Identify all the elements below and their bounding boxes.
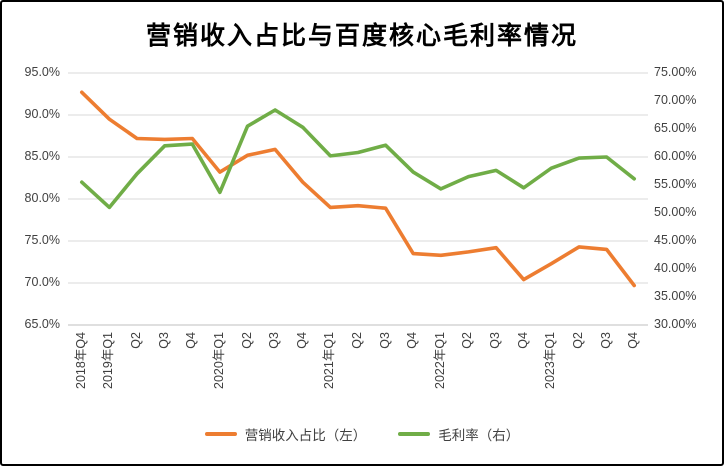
x-axis-label: Q2 xyxy=(350,332,364,349)
x-axis-label: Q3 xyxy=(488,332,503,349)
left-axis-tick: 95.0% xyxy=(24,65,60,79)
x-axis-label: Q4 xyxy=(515,332,530,349)
right-axis-tick: 30.00% xyxy=(654,317,697,331)
left-axis-tick: 70.0% xyxy=(24,275,60,289)
legend-line-swatch-orange xyxy=(204,432,237,436)
right-axis-tick: 60.00% xyxy=(654,149,697,163)
x-axis-label: 2018年Q4 xyxy=(73,332,88,389)
right-axis-tick: 35.00% xyxy=(654,289,697,303)
right-axis-tick: 55.00% xyxy=(654,177,697,191)
x-axis-label: Q3 xyxy=(377,332,392,349)
left-axis-tick: 85.0% xyxy=(24,149,60,163)
legend-label-gross-margin: 毛利率（右） xyxy=(438,428,520,443)
legend-item-gross-margin: 毛利率（右） xyxy=(398,424,519,444)
x-axis-label: 2022年Q1 xyxy=(432,332,447,389)
x-axis-label: Q3 xyxy=(267,332,282,349)
legend-item-marketing-share: 营销收入占比（左） xyxy=(204,424,367,444)
left-axis-tick: 90.0% xyxy=(24,107,60,121)
left-axis-tick: 65.0% xyxy=(24,317,60,331)
right-axis-tick: 75.00% xyxy=(654,65,697,79)
x-axis-label: Q2 xyxy=(460,332,475,349)
legend-line-swatch-green xyxy=(398,432,431,436)
x-axis-label: Q3 xyxy=(156,332,171,349)
right-axis-tick: 70.00% xyxy=(654,93,697,107)
left-axis-tick: 75.0% xyxy=(24,233,60,247)
series-line-0 xyxy=(80,90,637,288)
x-axis-label: Q2 xyxy=(239,332,254,349)
x-axis-label: 2023年Q1 xyxy=(543,332,558,389)
legend-label-marketing-share: 营销收入占比（左） xyxy=(244,428,367,443)
x-axis-label: Q2 xyxy=(570,332,585,349)
chart-title: 营销收入占比与百度核心毛利率情况 xyxy=(145,22,578,50)
right-axis-tick: 50.00% xyxy=(654,205,697,219)
x-axis-label: Q2 xyxy=(129,332,144,349)
right-axis-tick: 45.00% xyxy=(654,233,697,247)
x-axis-label: Q4 xyxy=(626,332,641,349)
left-axis-tick: 80.0% xyxy=(24,191,60,205)
x-axis-label: 2021年Q1 xyxy=(322,332,337,389)
x-axis-label: 2020年Q1 xyxy=(211,332,226,389)
x-axis-label: Q3 xyxy=(598,332,613,349)
x-axis-label: Q4 xyxy=(405,332,420,349)
x-axis-label: 2019年Q1 xyxy=(101,332,116,389)
x-axis-label: Q4 xyxy=(184,332,199,349)
right-axis-tick: 65.00% xyxy=(654,121,697,135)
x-axis-label: Q4 xyxy=(294,332,309,349)
right-axis-tick: 40.00% xyxy=(654,261,697,275)
series-line-1 xyxy=(80,108,637,210)
legend: 营销收入占比（左） 毛利率（右） xyxy=(2,424,722,444)
